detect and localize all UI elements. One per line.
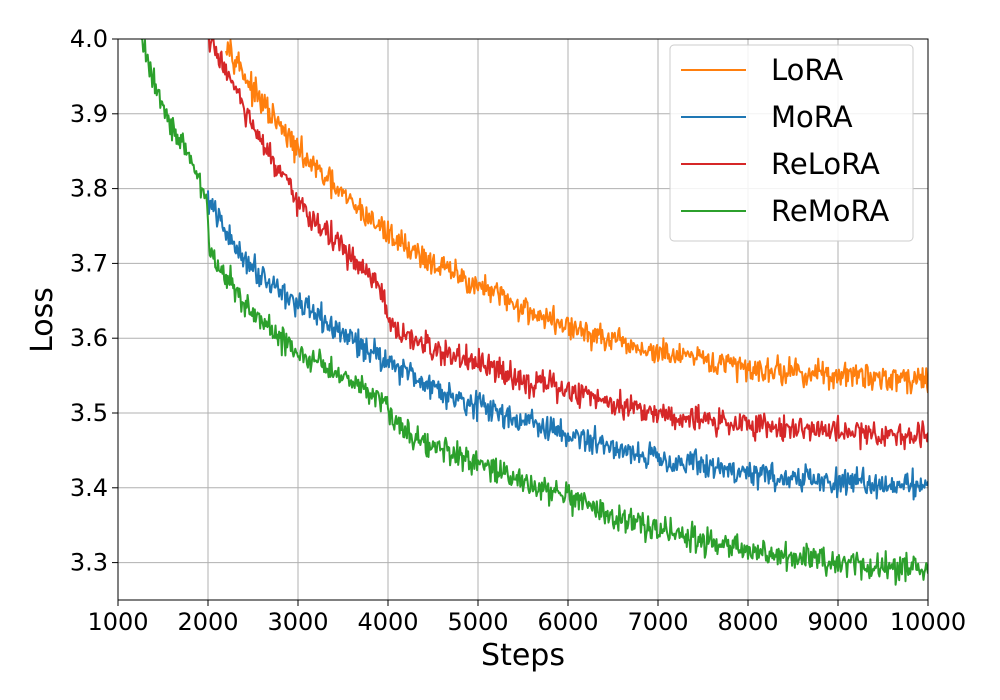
series-line-mora	[207, 190, 928, 501]
legend-label: MoRA	[771, 100, 853, 134]
x-tick-label: 9000	[807, 608, 868, 636]
x-tick-label: 4000	[357, 608, 418, 636]
y-axis-label: Loss	[25, 287, 60, 353]
ticks: 1000 2000 3000 4000 5000 6000 7000 8000 9000 1000…	[70, 25, 966, 636]
y-tick-label: 3.9	[70, 100, 108, 128]
x-tick-label: 1000	[87, 608, 148, 636]
legend-label: ReMoRA	[771, 194, 889, 228]
x-tick-label: 8000	[717, 608, 778, 636]
x-tick-label: 3000	[267, 608, 328, 636]
legend-box	[669, 44, 914, 242]
series-line-lora	[225, 39, 928, 395]
y-tick-label: 3.4	[70, 474, 108, 502]
y-tick-label: 3.5	[70, 399, 108, 427]
x-axis-label: Steps	[481, 638, 565, 673]
x-tick-label: 6000	[537, 608, 598, 636]
legend: LoRA MoRA ReLoRA ReMoRA	[669, 44, 914, 242]
x-tick-label: 5000	[447, 608, 508, 636]
series-line-remora	[140, 39, 928, 586]
x-tick-label: 7000	[627, 608, 688, 636]
legend-label: LoRA	[771, 53, 843, 87]
x-tick-label: 10000	[890, 608, 966, 636]
series-line-relora	[207, 39, 928, 451]
y-tick-label: 4.0	[70, 25, 108, 53]
plot-frame	[117, 38, 929, 601]
y-tick-label: 3.7	[70, 249, 108, 277]
legend-label: ReLoRA	[771, 147, 880, 181]
y-tick-label: 3.3	[70, 549, 108, 577]
series-layer	[140, 39, 928, 586]
y-tick-label: 3.8	[70, 175, 108, 203]
y-tick-label: 3.6	[70, 324, 108, 352]
x-tick-label: 2000	[177, 608, 238, 636]
